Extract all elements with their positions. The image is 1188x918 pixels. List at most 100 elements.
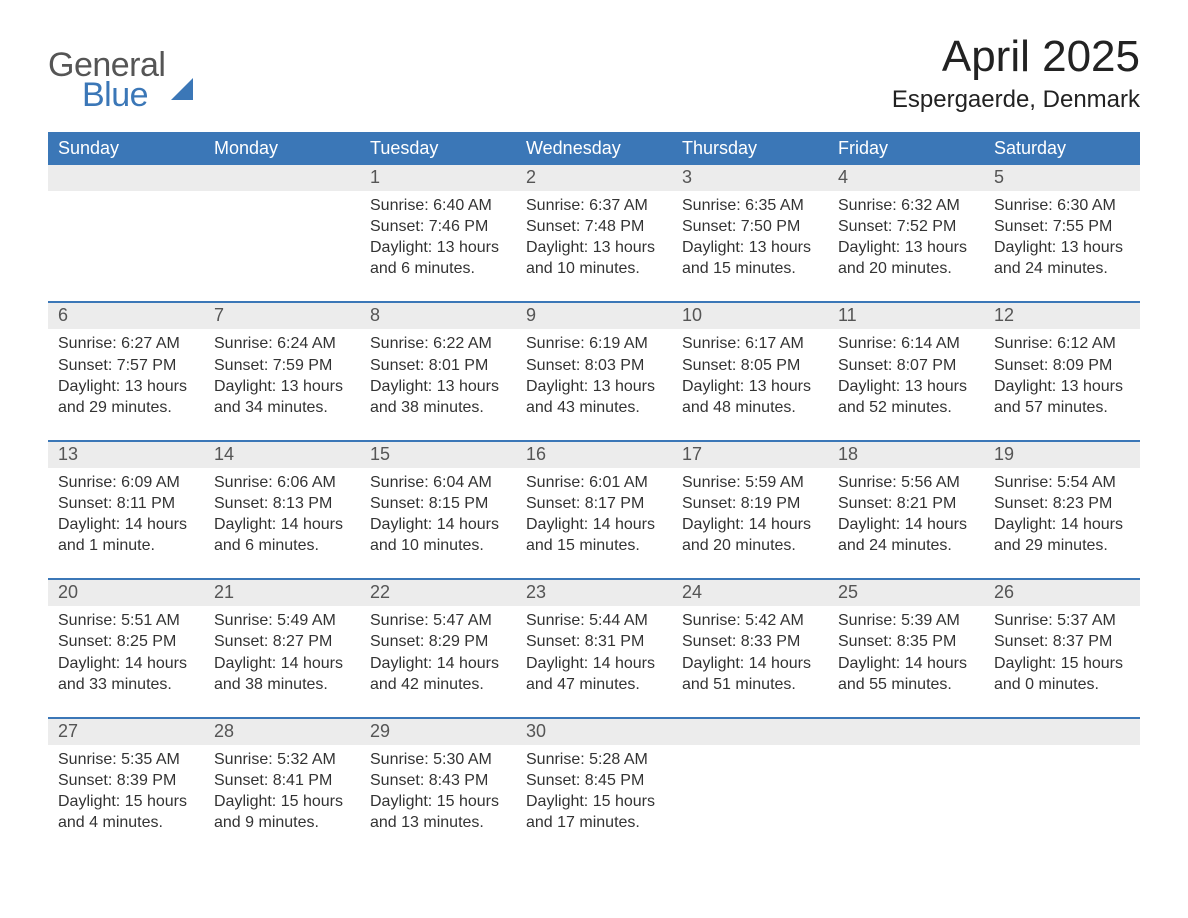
sunrise-line: Sunrise: 6:24 AM — [214, 333, 350, 354]
sunset-line: Sunset: 8:03 PM — [526, 355, 662, 376]
daylight-line: Daylight: 15 hours and 4 minutes. — [58, 791, 194, 833]
sunset-line: Sunset: 8:01 PM — [370, 355, 506, 376]
calendar-day: 9Sunrise: 6:19 AMSunset: 8:03 PMDaylight… — [516, 303, 672, 423]
logo-text: General Blue — [48, 48, 165, 112]
calendar-day: 16Sunrise: 6:01 AMSunset: 8:17 PMDayligh… — [516, 442, 672, 562]
sunrise-line: Sunrise: 6:17 AM — [682, 333, 818, 354]
weekday-wednesday: Wednesday — [516, 132, 672, 165]
day-number: 8 — [360, 303, 516, 329]
sunset-line: Sunset: 8:25 PM — [58, 631, 194, 652]
day-number: 24 — [672, 580, 828, 606]
sunrise-line: Sunrise: 6:22 AM — [370, 333, 506, 354]
weekday-sunday: Sunday — [48, 132, 204, 165]
day-number: 25 — [828, 580, 984, 606]
day-number: 16 — [516, 442, 672, 468]
sunrise-line: Sunrise: 6:06 AM — [214, 472, 350, 493]
sunset-line: Sunset: 7:46 PM — [370, 216, 506, 237]
day-body: Sunrise: 5:49 AMSunset: 8:27 PMDaylight:… — [204, 606, 360, 700]
day-number: 2 — [516, 165, 672, 191]
daylight-line: Daylight: 14 hours and 6 minutes. — [214, 514, 350, 556]
calendar-day: 18Sunrise: 5:56 AMSunset: 8:21 PMDayligh… — [828, 442, 984, 562]
calendar-body: 1Sunrise: 6:40 AMSunset: 7:46 PMDaylight… — [48, 165, 1140, 839]
sunrise-line: Sunrise: 6:35 AM — [682, 195, 818, 216]
sunset-line: Sunset: 8:05 PM — [682, 355, 818, 376]
day-body: Sunrise: 6:06 AMSunset: 8:13 PMDaylight:… — [204, 468, 360, 562]
daylight-line: Daylight: 14 hours and 20 minutes. — [682, 514, 818, 556]
sunset-line: Sunset: 8:13 PM — [214, 493, 350, 514]
day-body: Sunrise: 6:17 AMSunset: 8:05 PMDaylight:… — [672, 329, 828, 423]
day-number: 3 — [672, 165, 828, 191]
day-number — [48, 165, 204, 191]
daylight-line: Daylight: 14 hours and 42 minutes. — [370, 653, 506, 695]
day-number: 21 — [204, 580, 360, 606]
day-number: 15 — [360, 442, 516, 468]
day-number: 6 — [48, 303, 204, 329]
day-number: 10 — [672, 303, 828, 329]
day-body: Sunrise: 5:35 AMSunset: 8:39 PMDaylight:… — [48, 745, 204, 839]
day-body: Sunrise: 5:51 AMSunset: 8:25 PMDaylight:… — [48, 606, 204, 700]
daylight-line: Daylight: 13 hours and 15 minutes. — [682, 237, 818, 279]
calendar-day: 17Sunrise: 5:59 AMSunset: 8:19 PMDayligh… — [672, 442, 828, 562]
day-body: Sunrise: 5:56 AMSunset: 8:21 PMDaylight:… — [828, 468, 984, 562]
day-body: Sunrise: 5:28 AMSunset: 8:45 PMDaylight:… — [516, 745, 672, 839]
sail-icon — [171, 78, 193, 100]
calendar-week: 6Sunrise: 6:27 AMSunset: 7:57 PMDaylight… — [48, 301, 1140, 423]
sunset-line: Sunset: 8:45 PM — [526, 770, 662, 791]
sunset-line: Sunset: 8:27 PM — [214, 631, 350, 652]
daylight-line: Daylight: 13 hours and 48 minutes. — [682, 376, 818, 418]
weekday-monday: Monday — [204, 132, 360, 165]
calendar-day: 23Sunrise: 5:44 AMSunset: 8:31 PMDayligh… — [516, 580, 672, 700]
day-body: Sunrise: 5:39 AMSunset: 8:35 PMDaylight:… — [828, 606, 984, 700]
sunrise-line: Sunrise: 6:12 AM — [994, 333, 1130, 354]
sunrise-line: Sunrise: 6:09 AM — [58, 472, 194, 493]
day-number — [204, 165, 360, 191]
day-number: 22 — [360, 580, 516, 606]
page-title: April 2025 — [892, 32, 1140, 82]
day-number: 4 — [828, 165, 984, 191]
daylight-line: Daylight: 13 hours and 52 minutes. — [838, 376, 974, 418]
sunrise-line: Sunrise: 5:54 AM — [994, 472, 1130, 493]
day-body: Sunrise: 5:30 AMSunset: 8:43 PMDaylight:… — [360, 745, 516, 839]
sunrise-line: Sunrise: 6:19 AM — [526, 333, 662, 354]
daylight-line: Daylight: 14 hours and 1 minute. — [58, 514, 194, 556]
sunrise-line: Sunrise: 5:32 AM — [214, 749, 350, 770]
calendar-header-row: Sunday Monday Tuesday Wednesday Thursday… — [48, 132, 1140, 165]
sunset-line: Sunset: 7:48 PM — [526, 216, 662, 237]
calendar-day: 3Sunrise: 6:35 AMSunset: 7:50 PMDaylight… — [672, 165, 828, 285]
sunrise-line: Sunrise: 5:30 AM — [370, 749, 506, 770]
sunset-line: Sunset: 8:37 PM — [994, 631, 1130, 652]
title-block: April 2025 Espergaerde, Denmark — [892, 32, 1140, 114]
day-number: 11 — [828, 303, 984, 329]
day-body: Sunrise: 6:19 AMSunset: 8:03 PMDaylight:… — [516, 329, 672, 423]
sunrise-line: Sunrise: 6:30 AM — [994, 195, 1130, 216]
day-body: Sunrise: 6:24 AMSunset: 7:59 PMDaylight:… — [204, 329, 360, 423]
day-number: 27 — [48, 719, 204, 745]
day-number: 29 — [360, 719, 516, 745]
daylight-line: Daylight: 14 hours and 10 minutes. — [370, 514, 506, 556]
day-body — [828, 745, 984, 835]
daylight-line: Daylight: 13 hours and 24 minutes. — [994, 237, 1130, 279]
calendar-week: 27Sunrise: 5:35 AMSunset: 8:39 PMDayligh… — [48, 717, 1140, 839]
daylight-line: Daylight: 15 hours and 17 minutes. — [526, 791, 662, 833]
day-number: 14 — [204, 442, 360, 468]
sunset-line: Sunset: 8:09 PM — [994, 355, 1130, 376]
sunrise-line: Sunrise: 6:32 AM — [838, 195, 974, 216]
daylight-line: Daylight: 14 hours and 15 minutes. — [526, 514, 662, 556]
sunset-line: Sunset: 8:11 PM — [58, 493, 194, 514]
day-number: 26 — [984, 580, 1140, 606]
day-number: 7 — [204, 303, 360, 329]
daylight-line: Daylight: 15 hours and 13 minutes. — [370, 791, 506, 833]
sunrise-line: Sunrise: 5:39 AM — [838, 610, 974, 631]
calendar-day — [204, 165, 360, 285]
day-number: 5 — [984, 165, 1140, 191]
daylight-line: Daylight: 13 hours and 43 minutes. — [526, 376, 662, 418]
daylight-line: Daylight: 14 hours and 47 minutes. — [526, 653, 662, 695]
weekday-thursday: Thursday — [672, 132, 828, 165]
day-number: 12 — [984, 303, 1140, 329]
calendar-day: 27Sunrise: 5:35 AMSunset: 8:39 PMDayligh… — [48, 719, 204, 839]
day-number: 23 — [516, 580, 672, 606]
weekday-friday: Friday — [828, 132, 984, 165]
sunset-line: Sunset: 7:55 PM — [994, 216, 1130, 237]
day-body: Sunrise: 6:32 AMSunset: 7:52 PMDaylight:… — [828, 191, 984, 285]
calendar-day: 24Sunrise: 5:42 AMSunset: 8:33 PMDayligh… — [672, 580, 828, 700]
